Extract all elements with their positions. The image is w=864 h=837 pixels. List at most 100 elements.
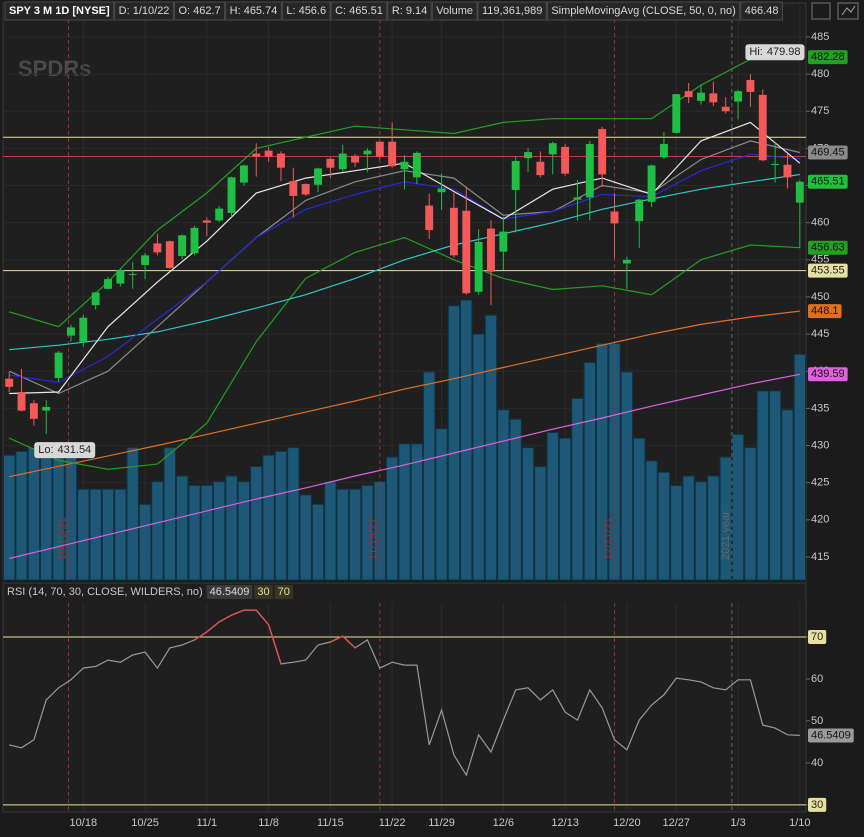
rsi-tick-label: 50 [811,715,823,727]
header-text: D: 1/10/22 [119,5,170,17]
volume-bar [324,481,337,581]
event-marker-label: 2021 year [720,511,732,560]
y-tick-label: 425 [811,477,829,489]
settings-icon[interactable] [837,2,859,20]
axis-value-box [808,728,854,743]
x-tick-label: 12/27 [663,817,691,829]
candle-body [277,153,285,168]
candle-body [116,270,125,284]
axis-value-box [808,629,827,644]
candle-body [561,146,570,174]
header-text: H: 465.74 [230,5,278,17]
candle-body [758,94,767,161]
y-tick-label: 445 [811,328,829,340]
volume-bar [27,447,41,581]
extreme-label-value: 431.54 [58,444,92,456]
volume-bar [15,450,28,581]
y-tick-label: 460 [811,217,829,229]
candle-body [635,199,644,222]
header-field [546,1,741,21]
extreme-label-text: Lo: [38,444,53,456]
volume-bar [707,475,720,581]
indicator-line [9,373,800,560]
extreme-label-text: Hi: [749,46,762,58]
event-marker-label: 10/15/21 [56,517,68,560]
candle-body [585,143,594,198]
volume-bar [348,488,362,581]
x-tick-label: 11/22 [379,817,406,829]
axis-value-label: 46.5409 [811,729,851,741]
rsi-overbought-segment [255,609,270,626]
candle-body [783,164,792,178]
collapse-icon[interactable] [811,2,831,20]
volume-bar [497,409,510,581]
header-text: O: 462.7 [178,5,220,17]
axis-value-box [808,797,827,812]
volume-bar [274,450,288,581]
extreme-label-value: 479.98 [767,46,801,58]
candle-body [326,158,335,168]
rsi-title: RSI (14, 70, 30, CLOSE, WILDERS, no) [7,586,203,598]
candle-body [264,150,273,157]
header-field [114,1,174,21]
volume-bar [175,475,189,581]
header-field [4,1,115,21]
x-tick-label: 12/13 [551,817,579,829]
x-tick-label: 11/1 [197,817,218,829]
indicator-line [9,56,800,328]
volume-bar [163,447,176,581]
volume-bar [694,481,708,581]
axis-value-box [808,263,848,278]
candle-body [487,228,495,272]
x-tick-label: 1/3 [730,817,745,829]
logo: SPDRs [18,56,91,81]
y-tick-label: 435 [811,402,829,414]
volume-bar [633,437,646,581]
volume-bar [682,475,695,581]
x-tick-label: 12/6 [493,817,514,829]
candle-body [178,235,187,257]
rsi-line [9,609,800,777]
y-tick-label: 450 [811,291,829,303]
x-tick-label: 12/20 [613,817,641,829]
candle-body [54,352,63,378]
volume-bar [620,371,634,581]
rsi-overbought-segment [330,635,344,643]
header-text: C: 465.51 [335,5,383,17]
candle-body [239,165,248,183]
x-tick-label: 11/8 [258,817,279,829]
candle-body [400,161,409,170]
candle-body [388,141,397,167]
candle-body [375,141,384,157]
volume-bar [77,488,90,581]
candle-body [314,168,322,185]
volume-bar [521,447,535,581]
y-tick-label: 420 [811,514,829,526]
y-tick-label: 430 [811,439,829,451]
candle-body [462,210,471,294]
candle-body [684,91,693,98]
candle-body [66,327,75,336]
axis-value-box [808,240,848,255]
candle-body [42,406,51,411]
candle-body [128,273,137,275]
header-field [330,1,388,21]
volume-bar [756,390,769,581]
volume-bar [744,447,757,581]
rsi-header-value: 46.5409 [210,586,250,598]
candle-body [153,243,162,253]
volume-bar [336,488,349,581]
axis-value-label: 453.55 [811,264,845,276]
candle-body [536,161,545,176]
rsi-header-box [254,585,273,599]
volume-bar [250,466,263,581]
volume-bar [793,353,807,581]
volume-bar [299,494,312,581]
rsi-overbought-segment [231,609,245,616]
axis-value-label: 465.51 [811,176,845,188]
axis-value-label: 30 [811,799,823,811]
volume-bar [188,484,201,581]
volume-bar [3,454,16,581]
axis-value-label: 70 [811,631,823,643]
rsi-tick-label: 60 [811,673,823,685]
